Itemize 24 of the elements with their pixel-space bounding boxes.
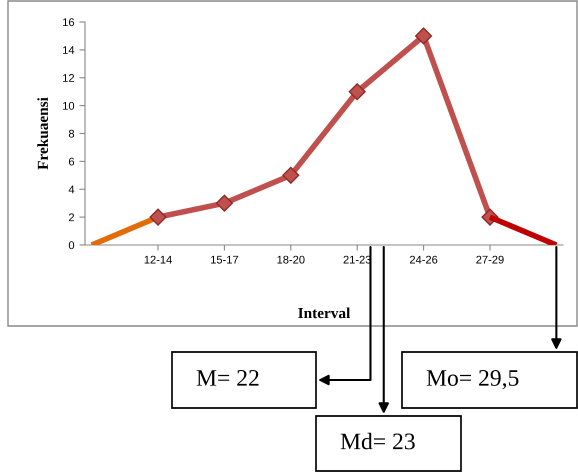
point	[282, 166, 300, 184]
x-tick-label: 24-26	[410, 256, 438, 264]
y-tick-label: 0	[68, 241, 74, 250]
x-tick-label: 18-20	[277, 256, 305, 264]
y-tick-label: 10	[63, 102, 74, 110]
text: Mo= 29,5	[426, 370, 518, 390]
x-tick-label: 15-17	[211, 256, 238, 264]
y-tick-label: 16	[63, 18, 74, 26]
y-axis-title: Frekuaensi	[37, 97, 48, 170]
point	[149, 208, 167, 226]
point	[415, 27, 432, 44]
y-tick-label: 6	[68, 158, 74, 166]
y-tick-label: 8	[68, 130, 74, 138]
y-tick-label: 12	[63, 74, 74, 82]
point	[348, 83, 366, 100]
y-tick-label: 14	[63, 46, 74, 54]
x-tick-label: 27-29	[476, 256, 504, 264]
y-tick-label: 4	[68, 186, 74, 194]
point	[216, 194, 233, 212]
x-tick-label: 12-14	[144, 256, 172, 264]
y-tick-label: 2	[68, 213, 74, 222]
text: Md= 23	[340, 432, 415, 450]
x-axis-title: Interval	[298, 307, 350, 318]
text: M= 22	[196, 370, 259, 386]
